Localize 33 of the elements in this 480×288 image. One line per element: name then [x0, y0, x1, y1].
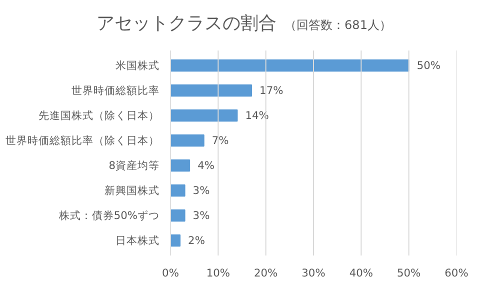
bar [170, 84, 252, 97]
bar [170, 209, 186, 222]
bar [170, 159, 190, 172]
y-tick-label: 株式：債券50%ずつ [58, 209, 160, 222]
y-tick-label: 新興国株式 [104, 184, 160, 197]
bar [170, 234, 181, 247]
data-label: 3% [192, 184, 210, 197]
data-label: 17% [260, 84, 284, 97]
y-tick-label: 世界時価総額比率（除く日本） [6, 134, 160, 147]
data-label: 14% [245, 109, 269, 122]
bar [170, 109, 238, 122]
y-tick-label: 先進国株式（除く日本） [38, 109, 160, 122]
data-label: 4% [198, 159, 214, 172]
x-tick-label: 10% [206, 266, 230, 280]
data-label: 3% [192, 209, 210, 222]
data-label: 2% [188, 234, 205, 247]
chart-title: アセットクラスの割合 [96, 13, 277, 34]
chart-subtitle: （回答数：681人） [284, 18, 392, 32]
bar [170, 184, 186, 197]
y-tick-label: 日本株式 [116, 234, 160, 247]
y-tick-label: 世界時価総額比率 [72, 84, 160, 97]
y-tick-label: 米国株式 [116, 59, 160, 72]
data-label: 50% [416, 59, 441, 72]
data-label: 7% [212, 134, 229, 147]
x-tick-label: 60% [444, 266, 468, 280]
y-tick-label: 8資産均等 [108, 159, 160, 172]
bar [170, 134, 204, 147]
x-tick-label: 40% [349, 266, 374, 280]
bar [170, 59, 410, 72]
x-tick-label: 20% [254, 266, 278, 280]
x-tick-label: 0% [162, 266, 179, 280]
x-tick-label: 30% [302, 266, 326, 280]
x-tick-label: 50% [396, 266, 421, 280]
